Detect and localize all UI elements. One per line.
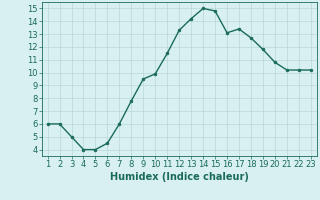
X-axis label: Humidex (Indice chaleur): Humidex (Indice chaleur) <box>110 172 249 182</box>
